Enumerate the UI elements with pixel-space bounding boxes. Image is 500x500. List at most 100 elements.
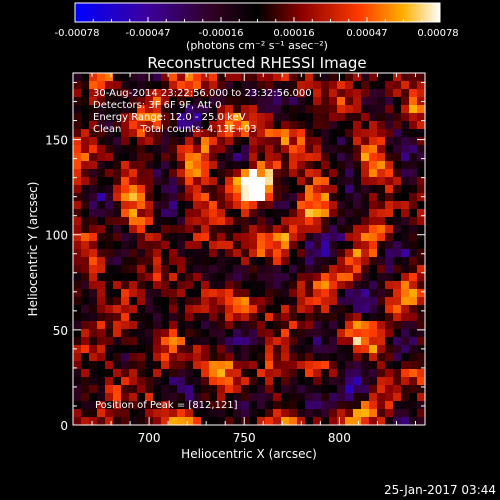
heatmap-cell bbox=[313, 289, 322, 298]
heatmap-cell bbox=[297, 353, 306, 362]
heatmap-cell bbox=[401, 241, 410, 250]
heatmap-cell bbox=[233, 337, 242, 346]
heatmap-cell bbox=[145, 409, 154, 418]
heatmap-cell bbox=[353, 89, 362, 98]
heatmap-cell bbox=[377, 385, 386, 394]
heatmap-cell bbox=[353, 321, 362, 330]
heatmap-cell bbox=[105, 233, 114, 242]
heatmap-cell bbox=[305, 241, 314, 250]
heatmap-cell bbox=[273, 417, 282, 426]
heatmap-cell bbox=[233, 273, 242, 282]
heatmap-cell bbox=[185, 273, 194, 282]
heatmap-cell bbox=[345, 393, 354, 402]
heatmap-cell bbox=[169, 129, 178, 138]
heatmap-cell bbox=[393, 417, 402, 426]
heatmap-cell bbox=[329, 249, 338, 258]
heatmap-cell bbox=[233, 137, 242, 146]
heatmap-cell bbox=[105, 113, 114, 122]
heatmap-cell bbox=[217, 137, 226, 146]
heatmap-cell bbox=[89, 313, 98, 322]
heatmap-cell bbox=[233, 409, 242, 418]
heatmap-cell bbox=[217, 73, 226, 82]
heatmap-cell bbox=[249, 161, 258, 170]
heatmap-cell bbox=[313, 105, 322, 114]
heatmap-cell bbox=[257, 225, 266, 234]
heatmap-cell bbox=[185, 329, 194, 338]
heatmap-cell bbox=[121, 73, 130, 82]
heatmap-cell bbox=[353, 113, 362, 122]
heatmap-cell bbox=[73, 145, 82, 154]
heatmap-cell bbox=[121, 321, 130, 330]
heatmap-cell bbox=[105, 217, 114, 226]
heatmap-cell bbox=[329, 209, 338, 218]
heatmap-cell bbox=[257, 401, 266, 410]
heatmap-cell bbox=[169, 209, 178, 218]
heatmap-cell bbox=[153, 393, 162, 402]
heatmap-cell bbox=[121, 369, 130, 378]
heatmap-cell bbox=[225, 81, 234, 90]
heatmap-cell bbox=[177, 417, 186, 426]
heatmap-cell bbox=[129, 409, 138, 418]
heatmap-cell bbox=[369, 329, 378, 338]
heatmap-cell bbox=[105, 105, 114, 114]
heatmap-cell bbox=[153, 137, 162, 146]
heatmap-cell bbox=[377, 249, 386, 258]
heatmap-cell bbox=[265, 305, 274, 314]
heatmap-cell bbox=[321, 145, 330, 154]
heatmap-cell bbox=[393, 257, 402, 266]
heatmap-cell bbox=[361, 97, 370, 106]
heatmap-cell bbox=[321, 265, 330, 274]
heatmap-cell bbox=[369, 201, 378, 210]
heatmap-cell bbox=[81, 153, 90, 162]
heatmap-cell bbox=[265, 393, 274, 402]
heatmap-cell bbox=[401, 97, 410, 106]
heatmap-cell bbox=[241, 145, 250, 154]
heatmap-cell bbox=[193, 73, 202, 82]
heatmap-cell bbox=[177, 145, 186, 154]
heatmap-cell bbox=[305, 185, 314, 194]
heatmap-cell bbox=[313, 121, 322, 130]
heatmap-cell bbox=[113, 313, 122, 322]
heatmap-cell bbox=[289, 73, 298, 82]
heatmap-cell bbox=[385, 81, 394, 90]
heatmap-cell bbox=[105, 385, 114, 394]
heatmap-cell bbox=[393, 145, 402, 154]
heatmap-cell bbox=[161, 385, 170, 394]
heatmap-cell bbox=[273, 393, 282, 402]
heatmap-cell bbox=[265, 337, 274, 346]
heatmap-cell bbox=[401, 409, 410, 418]
heatmap-cell bbox=[145, 201, 154, 210]
heatmap-cell bbox=[201, 409, 210, 418]
heatmap-cell bbox=[97, 337, 106, 346]
heatmap-cell bbox=[233, 305, 242, 314]
heatmap-cell bbox=[345, 161, 354, 170]
heatmap-cell bbox=[345, 153, 354, 162]
heatmap-cell bbox=[81, 401, 90, 410]
heatmap-cell bbox=[241, 273, 250, 282]
heatmap-cell bbox=[241, 289, 250, 298]
heatmap-cell bbox=[257, 409, 266, 418]
heatmap-cell bbox=[113, 97, 122, 106]
heatmap-cell bbox=[321, 353, 330, 362]
heatmap-cell bbox=[113, 129, 122, 138]
heatmap-cell bbox=[113, 169, 122, 178]
heatmap-cell bbox=[393, 249, 402, 258]
heatmap-cell bbox=[193, 137, 202, 146]
heatmap-cell bbox=[169, 353, 178, 362]
heatmap-cell bbox=[281, 241, 290, 250]
heatmap-cell bbox=[297, 177, 306, 186]
heatmap-cell bbox=[129, 345, 138, 354]
heatmap-cell bbox=[257, 305, 266, 314]
heatmap-cell bbox=[265, 281, 274, 290]
heatmap-cell bbox=[337, 289, 346, 298]
heatmap-cell bbox=[185, 89, 194, 98]
heatmap-cell bbox=[345, 121, 354, 130]
heatmap-cell bbox=[297, 121, 306, 130]
heatmap-cell bbox=[361, 353, 370, 362]
heatmap-cell bbox=[385, 153, 394, 162]
heatmap-cell bbox=[273, 137, 282, 146]
heatmap-cell bbox=[385, 217, 394, 226]
heatmap-cell bbox=[137, 353, 146, 362]
heatmap-cell bbox=[249, 209, 258, 218]
heatmap-cell bbox=[233, 169, 242, 178]
